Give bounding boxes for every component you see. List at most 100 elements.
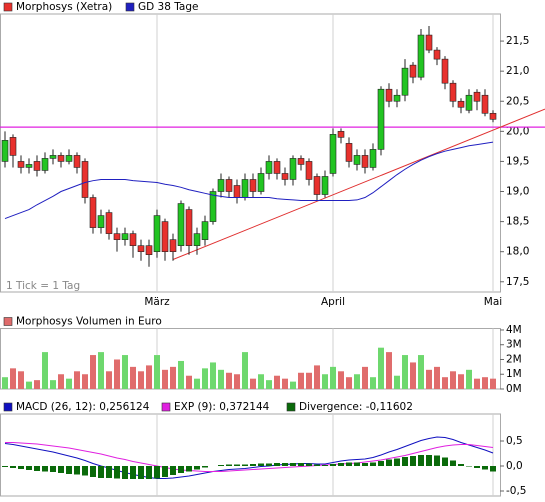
bar <box>418 355 424 389</box>
legend-swatch <box>125 2 135 12</box>
candle-body <box>265 161 273 174</box>
candle-body <box>145 245 153 255</box>
bar <box>402 457 408 466</box>
bar <box>322 374 328 389</box>
bar <box>386 459 392 466</box>
bar <box>250 378 256 389</box>
bar <box>226 372 232 389</box>
bar <box>394 375 400 389</box>
bar <box>130 366 136 389</box>
candle-body <box>129 233 137 246</box>
bar <box>58 374 64 389</box>
candle-body <box>9 137 17 156</box>
x-tick-label: April <box>321 296 345 308</box>
bar <box>170 366 176 389</box>
candle-body <box>193 233 201 246</box>
trend-line <box>172 108 545 260</box>
bar <box>266 380 272 389</box>
bar <box>202 466 208 468</box>
bar <box>378 461 384 466</box>
bar <box>178 466 184 473</box>
candle-body <box>57 155 65 162</box>
candle-body <box>153 215 161 252</box>
candle-body <box>329 134 337 174</box>
candle-body <box>353 155 361 165</box>
y-tick-label: 0M <box>506 383 522 395</box>
candle-body <box>305 161 313 180</box>
bar <box>186 466 192 472</box>
bar <box>122 466 128 479</box>
bar <box>226 464 232 466</box>
bar <box>266 463 272 466</box>
bar <box>186 375 192 389</box>
bar <box>42 466 48 472</box>
y-tick-label: 17,5 <box>506 276 529 288</box>
bar <box>234 464 240 466</box>
candle-body <box>361 155 369 168</box>
candle-body <box>425 34 433 51</box>
candle-body <box>393 94 401 102</box>
candle-body <box>81 161 89 198</box>
legend-swatch <box>3 402 13 412</box>
candle-body <box>441 58 449 84</box>
candle-body <box>169 239 177 252</box>
bar <box>442 457 448 466</box>
bar <box>162 369 168 389</box>
bar <box>74 371 80 389</box>
legend-label: Divergence: -0,11602 <box>299 401 413 413</box>
candle-body <box>41 158 49 171</box>
legend-label: Morphosys (Xetra) <box>16 1 112 13</box>
bar <box>274 463 280 466</box>
legend-swatch <box>3 2 13 12</box>
bar <box>474 378 480 389</box>
y-tick-label: 20,5 <box>506 95 529 107</box>
y-tick-label: -0,5 <box>506 485 527 497</box>
x-tick-label: Mai <box>484 296 502 308</box>
line <box>4 436 494 479</box>
bar <box>450 460 456 466</box>
bar <box>354 462 360 466</box>
bar <box>98 466 104 478</box>
candle-body <box>97 215 105 228</box>
candle-body <box>321 176 329 195</box>
bar <box>2 377 8 389</box>
bar <box>74 466 80 475</box>
bar <box>258 374 264 389</box>
line <box>5 442 494 472</box>
bar <box>218 369 224 389</box>
candle-body <box>449 82 457 102</box>
y-tick-label: 0,0 <box>506 460 523 472</box>
candle-body <box>401 67 409 96</box>
candle-body <box>281 173 289 180</box>
bar <box>282 378 288 389</box>
bar <box>458 374 464 389</box>
candle-body <box>465 94 473 111</box>
bar <box>330 366 336 389</box>
candle-body <box>241 179 249 198</box>
bar <box>82 466 88 476</box>
bar <box>346 377 352 389</box>
bar <box>234 374 240 389</box>
bar <box>298 372 304 389</box>
y-tick-label: 21,0 <box>506 65 529 77</box>
bar <box>378 347 384 389</box>
bar <box>26 381 32 389</box>
candle-body <box>377 88 385 150</box>
bar <box>354 374 360 389</box>
candle-body <box>89 197 97 228</box>
y-tick-label: 0,5 <box>506 435 523 447</box>
candle-body <box>409 64 417 78</box>
bar <box>466 369 472 389</box>
candle-body <box>433 49 441 60</box>
legend-label: EXP (9): 0,372144 <box>174 401 270 413</box>
bar <box>66 466 72 474</box>
bar <box>274 375 280 389</box>
candle-body <box>337 131 345 138</box>
y-tick-label: 1M <box>506 368 522 380</box>
candle-body <box>137 245 145 252</box>
candle-body <box>473 91 481 102</box>
bar <box>18 466 24 469</box>
candle-body <box>345 143 353 162</box>
bar <box>50 380 56 389</box>
